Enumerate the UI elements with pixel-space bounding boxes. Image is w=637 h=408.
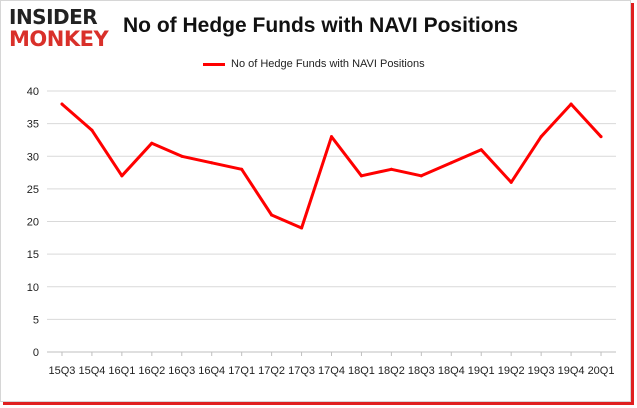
- y-tick-label: 10: [27, 282, 39, 294]
- chart-legend: No of Hedge Funds with NAVI Positions: [203, 57, 425, 71]
- data-point: [180, 154, 184, 158]
- y-tick-label: 25: [27, 184, 39, 196]
- x-tick-label: 16Q3: [168, 365, 195, 377]
- legend-label: No of Hedge Funds with NAVI Positions: [231, 58, 425, 70]
- data-point: [389, 167, 393, 171]
- x-tick-label: 17Q2: [258, 365, 285, 377]
- data-point: [359, 174, 363, 178]
- x-tick-label: 19Q1: [468, 365, 495, 377]
- x-tick-label: 17Q1: [228, 365, 255, 377]
- x-tick-label: 16Q1: [108, 365, 135, 377]
- data-point: [509, 180, 513, 184]
- insider-monkey-logo: INSIDER MONKEY: [9, 7, 115, 51]
- y-tick-label: 30: [27, 151, 39, 163]
- x-tick-label: 17Q3: [288, 365, 315, 377]
- data-point: [270, 213, 274, 217]
- y-tick-label: 35: [27, 119, 39, 131]
- x-tick-label: 15Q4: [78, 365, 105, 377]
- y-tick-label: 20: [27, 217, 39, 229]
- data-point: [479, 148, 483, 152]
- data-point: [150, 141, 154, 145]
- data-point: [599, 135, 603, 139]
- x-tick-label: 16Q4: [198, 365, 225, 377]
- x-tick-label: 19Q2: [498, 365, 525, 377]
- x-tick-label: 18Q3: [408, 365, 435, 377]
- logo-line-2: MONKEY: [9, 27, 109, 51]
- x-tick-label: 16Q2: [138, 365, 165, 377]
- y-tick-label: 15: [27, 249, 39, 261]
- series-line-0: [60, 102, 603, 230]
- x-tick-label: 19Q3: [528, 365, 555, 377]
- legend-swatch: [203, 62, 225, 66]
- data-point: [539, 135, 543, 139]
- y-tick-label: 40: [27, 86, 39, 98]
- x-tick-label: 18Q1: [348, 365, 375, 377]
- x-tick-label: 17Q4: [318, 365, 345, 377]
- x-tick-label: 15Q3: [49, 365, 76, 377]
- y-tick-label: 0: [33, 347, 39, 359]
- y-tick-label: 5: [33, 314, 39, 326]
- data-point: [240, 167, 244, 171]
- data-point: [419, 174, 423, 178]
- data-point: [90, 128, 94, 132]
- chart-frame: [0, 0, 631, 402]
- data-point: [120, 174, 124, 178]
- x-tick-label: 18Q2: [378, 365, 405, 377]
- data-point: [330, 135, 333, 139]
- x-tick-label: 18Q4: [438, 365, 465, 377]
- data-point: [210, 161, 214, 165]
- data-point: [449, 161, 453, 165]
- logo-line-1: INSIDER: [9, 5, 98, 29]
- data-point: [569, 102, 573, 106]
- data-point: [300, 226, 304, 230]
- x-tick-label: 19Q4: [558, 365, 585, 377]
- data-point: [60, 102, 64, 106]
- x-tick-label: 20Q1: [588, 365, 615, 377]
- chart-title: No of Hedge Funds with NAVI Positions: [123, 14, 519, 37]
